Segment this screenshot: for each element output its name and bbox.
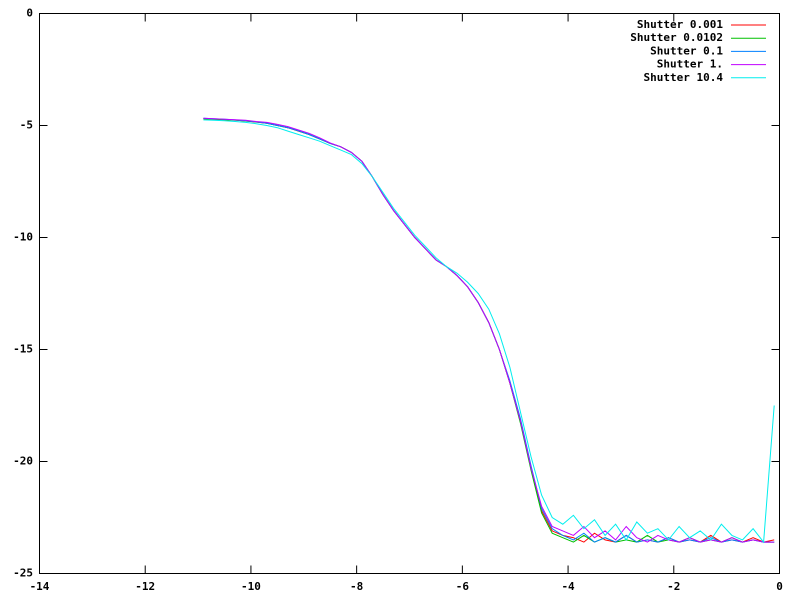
x-tick-label: -8 <box>350 580 363 593</box>
y-tick-label: -5 <box>20 119 33 132</box>
series-line <box>203 117 775 543</box>
legend-label: Shutter 10.4 <box>644 71 724 84</box>
x-tick-label: -2 <box>667 580 680 593</box>
x-tick-label: -12 <box>135 580 155 593</box>
legend-label: Shutter 1. <box>657 58 723 71</box>
x-tick-label: -14 <box>30 580 50 593</box>
series-line <box>203 117 775 543</box>
legend-label: Shutter 0.0102 <box>630 31 723 44</box>
plot-frame <box>39 13 780 574</box>
series-line <box>203 118 775 543</box>
legend-label: Shutter 0.1 <box>650 44 723 57</box>
y-tick-label: -15 <box>13 343 33 356</box>
x-tick-label: -10 <box>241 580 261 593</box>
series-line <box>203 118 775 543</box>
legend-label: Shutter 0.001 <box>637 18 723 31</box>
series-line <box>203 119 775 544</box>
y-tick-label: -20 <box>13 455 33 468</box>
x-tick-label: 0 <box>776 580 783 593</box>
x-tick-label: -4 <box>561 580 575 593</box>
x-tick-label: -6 <box>456 580 470 593</box>
y-tick-label: 0 <box>26 7 33 20</box>
y-tick-label: -25 <box>13 567 33 580</box>
y-tick-label: -10 <box>13 231 33 244</box>
